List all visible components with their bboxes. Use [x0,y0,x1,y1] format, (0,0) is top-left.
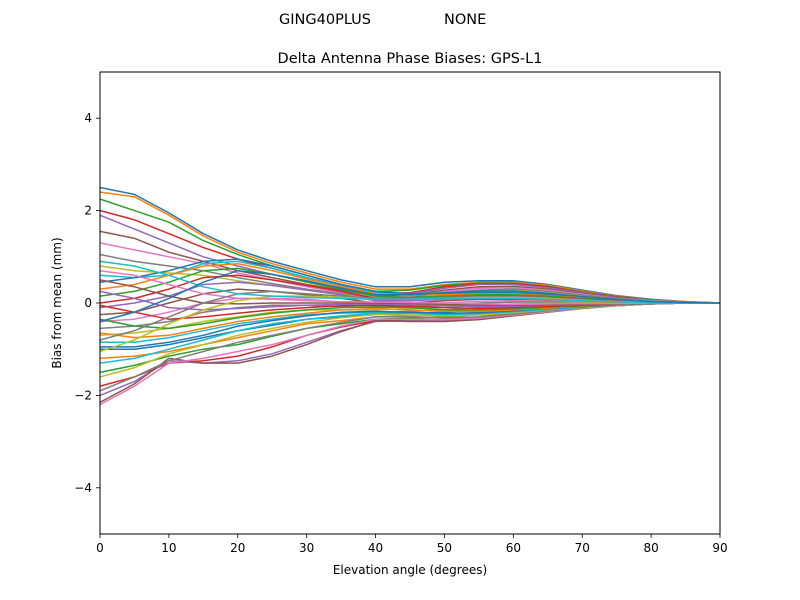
y-axis: −4 −2 0 2 4 [74,111,100,495]
suptitle-right: NONE [444,12,486,28]
x-tick-label: 50 [437,541,452,555]
suptitle-left: GING40PLUS [279,12,371,28]
y-axis-label: Bias from mean (mm) [50,237,64,368]
series-line [100,269,720,306]
x-axis: 0 10 20 30 40 50 60 70 80 90 [96,534,728,555]
series-layer [100,186,720,406]
x-axis-label: Elevation angle (degrees) [333,563,487,577]
chart-title: Delta Antenna Phase Biases: GPS-L1 [278,51,543,67]
x-tick-label: 30 [299,541,314,555]
y-tick-label: −4 [74,481,92,495]
x-tick-label: 40 [368,541,383,555]
x-tick-label: 70 [575,541,590,555]
x-tick-label: 10 [161,541,176,555]
series-line [100,269,720,323]
y-tick-label: −2 [74,388,92,402]
y-tick-label: 0 [84,296,92,310]
y-tick-label: 2 [84,204,92,218]
x-tick-label: 90 [712,541,727,555]
x-tick-label: 20 [230,541,245,555]
x-tick-label: 60 [506,541,521,555]
x-tick-label: 0 [96,541,104,555]
series-line [100,260,720,304]
x-tick-label: 80 [643,541,658,555]
y-tick-label: 4 [84,111,92,125]
